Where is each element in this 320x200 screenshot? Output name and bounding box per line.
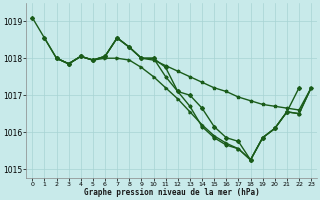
- X-axis label: Graphe pression niveau de la mer (hPa): Graphe pression niveau de la mer (hPa): [84, 188, 260, 197]
